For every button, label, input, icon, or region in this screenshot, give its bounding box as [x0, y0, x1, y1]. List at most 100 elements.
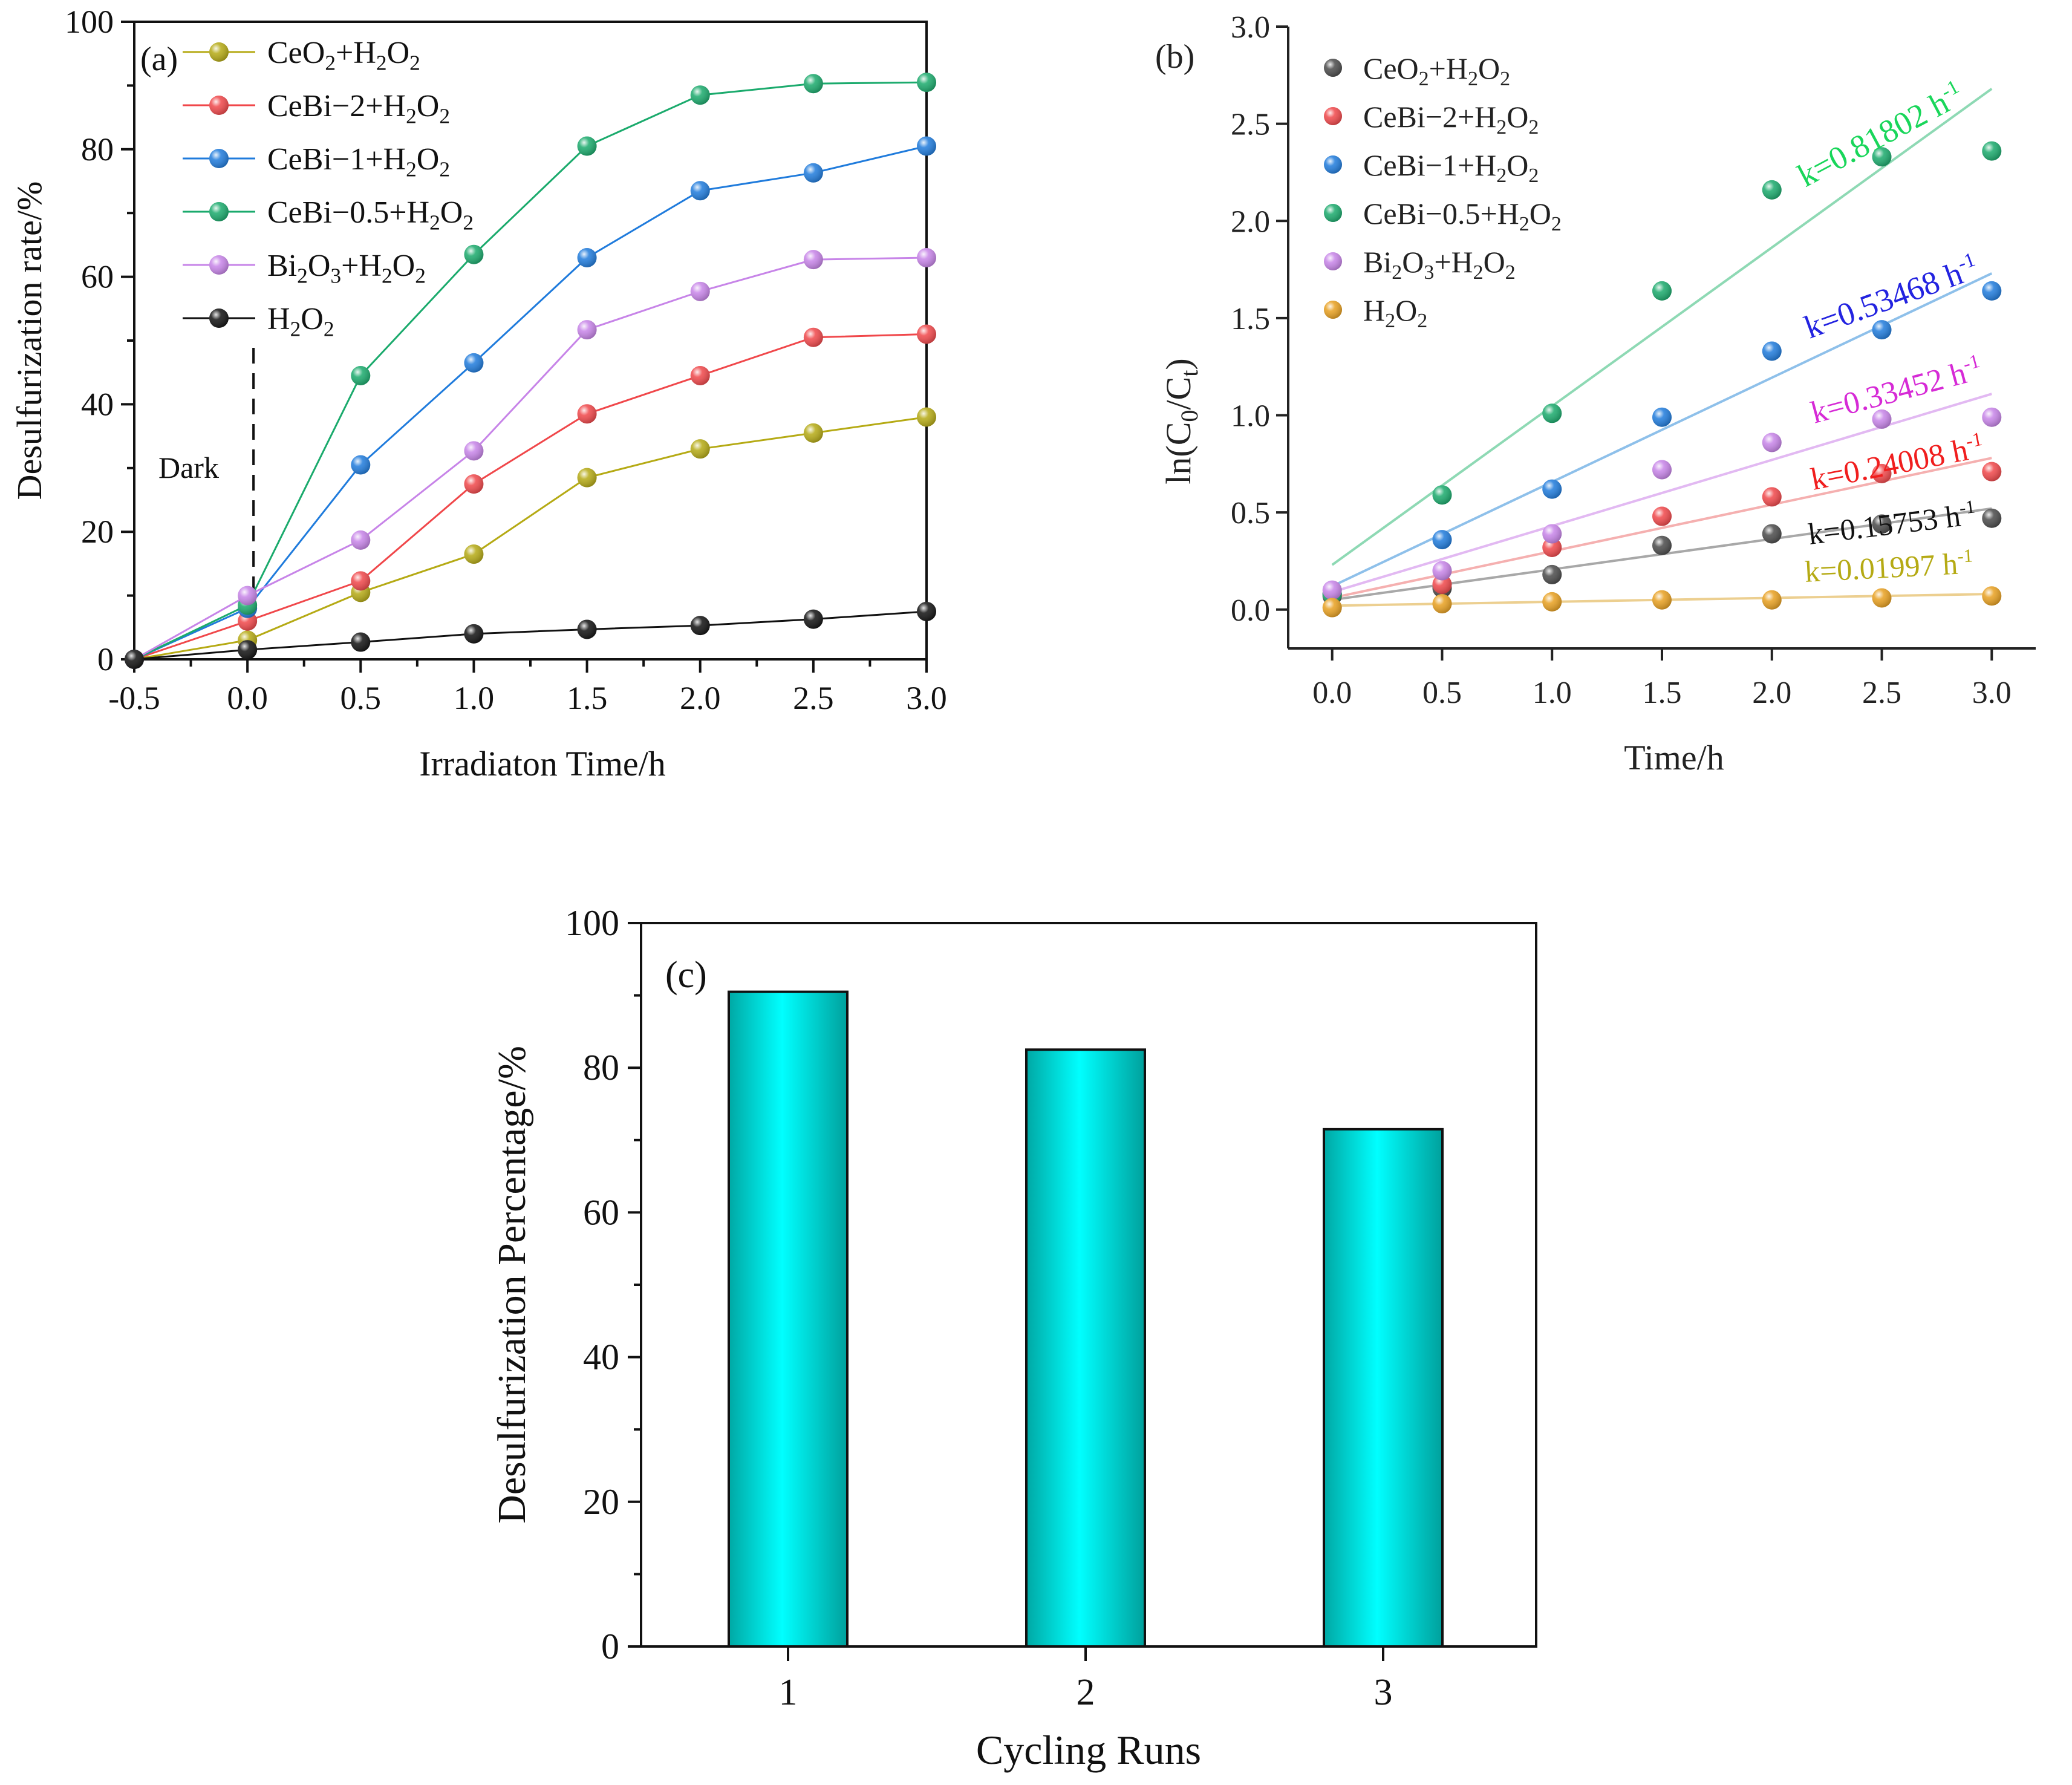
data-point-a-4-shine	[464, 441, 484, 461]
data-point-b-1-shine	[1762, 487, 1782, 507]
data-point-a-0	[690, 439, 710, 459]
legend-marker-a	[209, 149, 229, 168]
legend-label-a: Bi2O3+H2O2	[267, 249, 426, 287]
data-point-a-5	[803, 609, 823, 629]
legend-marker-b	[1324, 301, 1342, 319]
data-point-a-3-shine	[351, 365, 371, 385]
data-point-b-4-shine	[1762, 432, 1782, 452]
x-tick-label-a: 0.5	[340, 680, 382, 716]
data-point-a-2	[577, 247, 597, 267]
data-point-a-5	[351, 632, 371, 652]
data-point-a-5-shine	[577, 619, 597, 639]
panel-a-chart: -0.5 0.0 0.5 1.0 1.5 2.0 2.5 3.0 0 20 40 60 80 100 Irr…	[10, 4, 947, 783]
rate-constant-label-b: k=0.15753 h-1	[1806, 495, 1978, 551]
legend-marker-a-shine	[209, 255, 229, 275]
data-point-b-1-shine	[1652, 506, 1672, 526]
data-point-b-5	[1542, 592, 1562, 612]
dark-annotation-a: Dark	[158, 451, 219, 485]
data-point-b-3-shine	[1762, 180, 1782, 200]
legend-label-b: CeBi−2+H2O2	[1363, 100, 1539, 139]
data-point-b-2	[1432, 530, 1452, 550]
x-tick-label-c: 1	[779, 1672, 798, 1713]
data-point-a-1	[577, 404, 597, 424]
data-point-b-3	[1982, 141, 2002, 161]
data-point-b-3	[1432, 485, 1452, 505]
data-point-b-4	[1982, 407, 2002, 427]
data-point-a-5-shine	[238, 640, 258, 660]
y-tick-label-c: 80	[583, 1048, 619, 1088]
legend-marker-b-shine	[1324, 204, 1342, 222]
legend-label-a: CeBi−2+H2O2	[267, 89, 450, 128]
x-tick-label-a: 3.0	[906, 680, 947, 716]
data-point-a-0-shine	[464, 544, 484, 564]
data-point-a-1-shine	[464, 474, 484, 494]
y-tick-label-a: 100	[65, 4, 114, 40]
legend-marker-b-shine	[1324, 59, 1342, 77]
data-point-b-0	[1652, 535, 1672, 555]
legend-label-b: CeO2+H2O2	[1363, 51, 1510, 90]
data-point-b-4-shine	[1872, 409, 1892, 429]
data-point-b-5-shine	[1542, 592, 1562, 612]
y-tick-label-a: 40	[81, 386, 114, 422]
data-point-b-4	[1872, 409, 1892, 429]
y-tick-label-a: 80	[81, 131, 114, 168]
data-point-b-1	[1762, 487, 1782, 507]
data-point-a-2-shine	[917, 136, 936, 156]
data-point-a-4	[577, 320, 597, 340]
data-point-b-3-shine	[1432, 485, 1452, 505]
y-axis-label-b: ln(C0/Ct)	[1159, 358, 1203, 484]
data-point-b-4	[1762, 432, 1782, 452]
y-tick-label-b: 0.5	[1231, 496, 1270, 530]
data-point-b-3-shine	[1872, 147, 1892, 167]
legend-marker-b-shine	[1324, 301, 1342, 319]
data-point-b-3	[1542, 403, 1562, 423]
legend-label-b: CeBi−1+H2O2	[1363, 148, 1539, 187]
rate-constant-label-b: k=0.33452 h-1	[1806, 350, 1986, 431]
data-point-b-0	[1872, 514, 1892, 534]
data-point-a-0	[464, 544, 484, 564]
data-point-a-1-shine	[577, 404, 597, 424]
data-point-a-5-shine	[351, 632, 371, 652]
data-point-b-4	[1432, 561, 1452, 581]
data-point-a-2	[690, 181, 710, 201]
data-point-a-2	[464, 353, 484, 373]
data-point-b-0-shine	[1872, 514, 1892, 534]
legend-marker-b-shine	[1324, 155, 1342, 174]
legend-marker-a	[209, 255, 229, 275]
y-axis-label-c: Desulfurization Percentage/%	[490, 1046, 534, 1524]
data-point-b-3	[1762, 180, 1782, 200]
data-point-a-0	[917, 407, 936, 427]
x-tick-label-a: 2.5	[793, 680, 834, 716]
y-tick-label-c: 40	[583, 1337, 619, 1377]
data-point-a-5-shine	[464, 624, 484, 644]
data-point-b-2-shine	[1762, 341, 1782, 361]
data-point-b-5-shine	[1762, 590, 1782, 610]
data-point-b-4	[1652, 460, 1672, 480]
data-point-a-1	[690, 365, 710, 385]
data-point-a-4	[351, 530, 371, 550]
data-point-b-3-shine	[1542, 403, 1562, 423]
data-point-a-2-shine	[577, 247, 597, 267]
data-point-a-4	[238, 586, 258, 605]
data-point-a-5	[690, 616, 710, 636]
legend-marker-b-shine	[1324, 107, 1342, 125]
data-point-b-0-shine	[1762, 524, 1782, 544]
data-point-a-2	[917, 136, 936, 156]
data-point-b-5	[1322, 598, 1342, 618]
data-point-a-4	[803, 250, 823, 270]
legend-label-a: H2O2	[267, 302, 334, 341]
data-point-a-5	[238, 640, 258, 660]
legend-marker-a-shine	[209, 308, 229, 328]
data-point-b-1	[1542, 537, 1562, 557]
y-tick-label-c: 100	[565, 903, 619, 943]
rate-constant-label-b: k=0.81802 h-1	[1791, 76, 1970, 194]
data-point-b-5-shine	[1872, 588, 1892, 608]
data-point-b-2-shine	[1542, 479, 1562, 499]
data-point-a-3	[351, 365, 371, 385]
data-point-a-1-shine	[351, 571, 371, 591]
legend-marker-a	[209, 96, 229, 115]
data-point-a-4-shine	[351, 530, 371, 550]
data-point-b-1	[1872, 463, 1892, 483]
bar-c	[1323, 1127, 1444, 1648]
